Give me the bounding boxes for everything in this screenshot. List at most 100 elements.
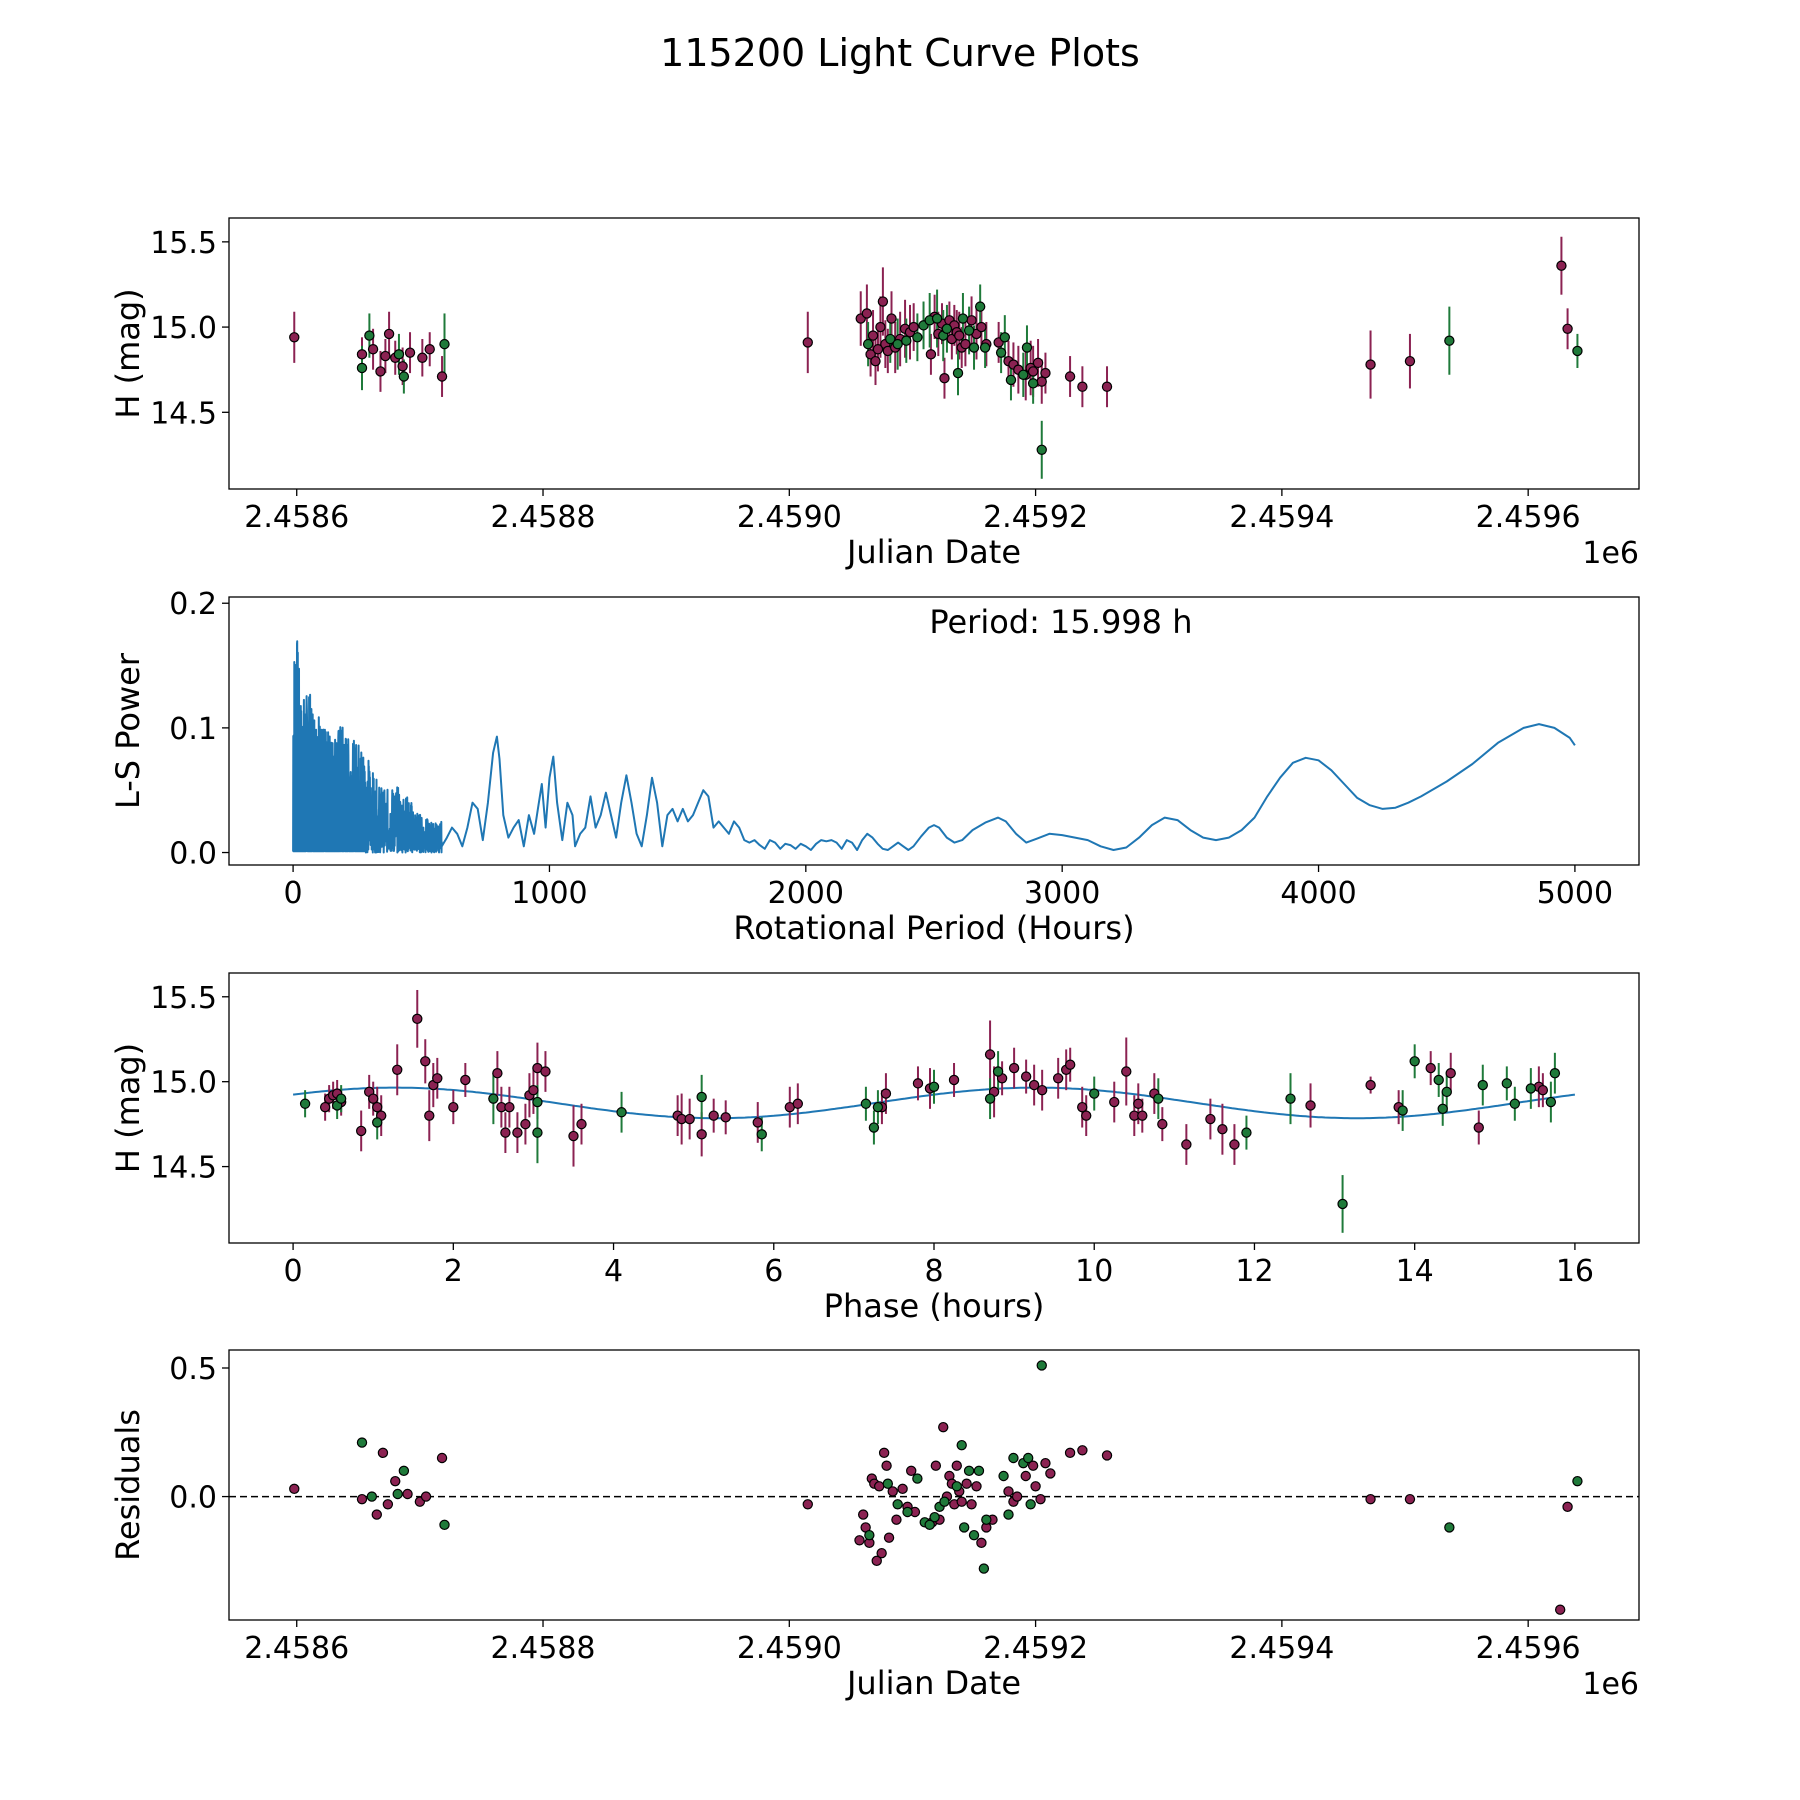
data-point bbox=[872, 344, 884, 355]
data-point bbox=[954, 330, 965, 341]
data-point bbox=[720, 1112, 731, 1123]
data-point bbox=[981, 1514, 992, 1525]
data-point bbox=[978, 1563, 990, 1574]
data-point bbox=[912, 1473, 923, 1484]
data-point bbox=[1433, 1074, 1444, 1086]
x-tick-label: 2 bbox=[444, 1254, 463, 1289]
data-point bbox=[874, 1481, 885, 1492]
data-point bbox=[1027, 1460, 1039, 1471]
data-point bbox=[877, 296, 889, 307]
data-point bbox=[1509, 1098, 1521, 1109]
data-point bbox=[393, 349, 405, 360]
data-point bbox=[528, 1084, 539, 1096]
x-tick-label: 4000 bbox=[1280, 876, 1356, 911]
data-point bbox=[963, 1465, 975, 1477]
data-point bbox=[377, 1447, 389, 1459]
data-point bbox=[299, 1098, 311, 1109]
x-tick-label: 10 bbox=[1075, 1254, 1113, 1289]
data-point bbox=[885, 333, 896, 345]
data-point bbox=[752, 1117, 763, 1128]
data-point bbox=[1437, 1103, 1448, 1115]
y-tick-label: 14.5 bbox=[150, 1151, 217, 1186]
data-point bbox=[951, 1481, 962, 1492]
data-point bbox=[880, 1088, 892, 1099]
data-point bbox=[1036, 376, 1047, 387]
data-point bbox=[372, 1117, 383, 1128]
data-point bbox=[862, 338, 874, 350]
data-point bbox=[1036, 444, 1047, 455]
data-point bbox=[1045, 1468, 1056, 1479]
x-tick-label: 14 bbox=[1396, 1254, 1434, 1289]
x-tick-label: 1000 bbox=[511, 876, 587, 911]
data-point bbox=[1545, 1096, 1557, 1108]
data-point bbox=[956, 1496, 967, 1507]
data-point bbox=[998, 1470, 1009, 1482]
data-point bbox=[1157, 1118, 1168, 1130]
data-point bbox=[1444, 335, 1455, 346]
data-point bbox=[404, 347, 416, 358]
data-point bbox=[1365, 1493, 1376, 1505]
data-point bbox=[929, 1511, 940, 1523]
data-point bbox=[520, 1118, 531, 1130]
data-point bbox=[504, 1101, 515, 1113]
data-point bbox=[906, 1465, 917, 1477]
data-point bbox=[500, 1127, 511, 1138]
x-axis-label: Rotational Period (Hours) bbox=[733, 909, 1134, 947]
data-point bbox=[973, 1465, 985, 1477]
data-point bbox=[963, 325, 975, 336]
data-point bbox=[368, 1093, 379, 1104]
data-point bbox=[912, 1078, 924, 1089]
data-point bbox=[1036, 1360, 1047, 1371]
data-point bbox=[1217, 1124, 1228, 1135]
data-point bbox=[1404, 1493, 1416, 1505]
data-point bbox=[1109, 1096, 1120, 1108]
x-tick-label: 4 bbox=[604, 1254, 623, 1289]
data-point bbox=[540, 1066, 551, 1077]
data-point bbox=[1241, 1127, 1252, 1138]
data-point bbox=[1572, 345, 1583, 357]
data-point bbox=[984, 1093, 996, 1104]
data-point bbox=[1425, 1062, 1436, 1074]
panel-phase: 0 2 4 6 8 10 12 14 16 14.5 15.0 15.5 Phase (hours) H … bbox=[109, 972, 1640, 1325]
data-point bbox=[1003, 1509, 1014, 1520]
data-point bbox=[1285, 1093, 1296, 1104]
y-tick-label: 15.5 bbox=[150, 226, 217, 261]
data-point bbox=[488, 1093, 499, 1104]
data-point bbox=[979, 342, 991, 353]
data-point bbox=[957, 313, 969, 324]
data-point bbox=[356, 1437, 368, 1448]
data-point bbox=[1549, 1067, 1561, 1079]
data-point bbox=[1005, 374, 1017, 386]
data-point bbox=[356, 362, 368, 374]
data-point bbox=[999, 332, 1011, 343]
data-point bbox=[383, 328, 395, 340]
data-point bbox=[995, 347, 1007, 358]
data-point bbox=[412, 1013, 423, 1025]
data-point bbox=[872, 1101, 884, 1113]
x-tick-label: 16 bbox=[1556, 1254, 1594, 1289]
data-point bbox=[952, 367, 964, 379]
y-tick-label: 14.5 bbox=[150, 396, 217, 431]
data-point bbox=[390, 1475, 401, 1487]
figure-title: 115200 Light Curve Plots bbox=[660, 31, 1140, 75]
data-point bbox=[1305, 1100, 1316, 1111]
data-point bbox=[1021, 342, 1033, 353]
data-point bbox=[956, 1439, 967, 1451]
data-point bbox=[984, 1049, 996, 1060]
data-point bbox=[420, 1056, 431, 1067]
data-point bbox=[1036, 1084, 1048, 1096]
plots: 2.4586 2.4588 2.4590 2.4592 2.4594 2.4596 14.5… bbox=[109, 217, 1640, 1702]
data-point bbox=[1229, 1139, 1240, 1150]
y-tick-label: 0.1 bbox=[169, 712, 217, 747]
data-point bbox=[876, 1547, 887, 1559]
data-point bbox=[976, 321, 987, 333]
data-point bbox=[1032, 357, 1044, 369]
data-point bbox=[960, 338, 971, 350]
data-point bbox=[1441, 1086, 1452, 1098]
data-point bbox=[881, 1460, 892, 1471]
data-point bbox=[1562, 1501, 1573, 1513]
data-point bbox=[1404, 355, 1416, 367]
data-point bbox=[1028, 1079, 1040, 1091]
x-axis-label: Julian Date bbox=[845, 1664, 1021, 1702]
x-tick-label: 2.4592 bbox=[983, 1631, 1088, 1666]
